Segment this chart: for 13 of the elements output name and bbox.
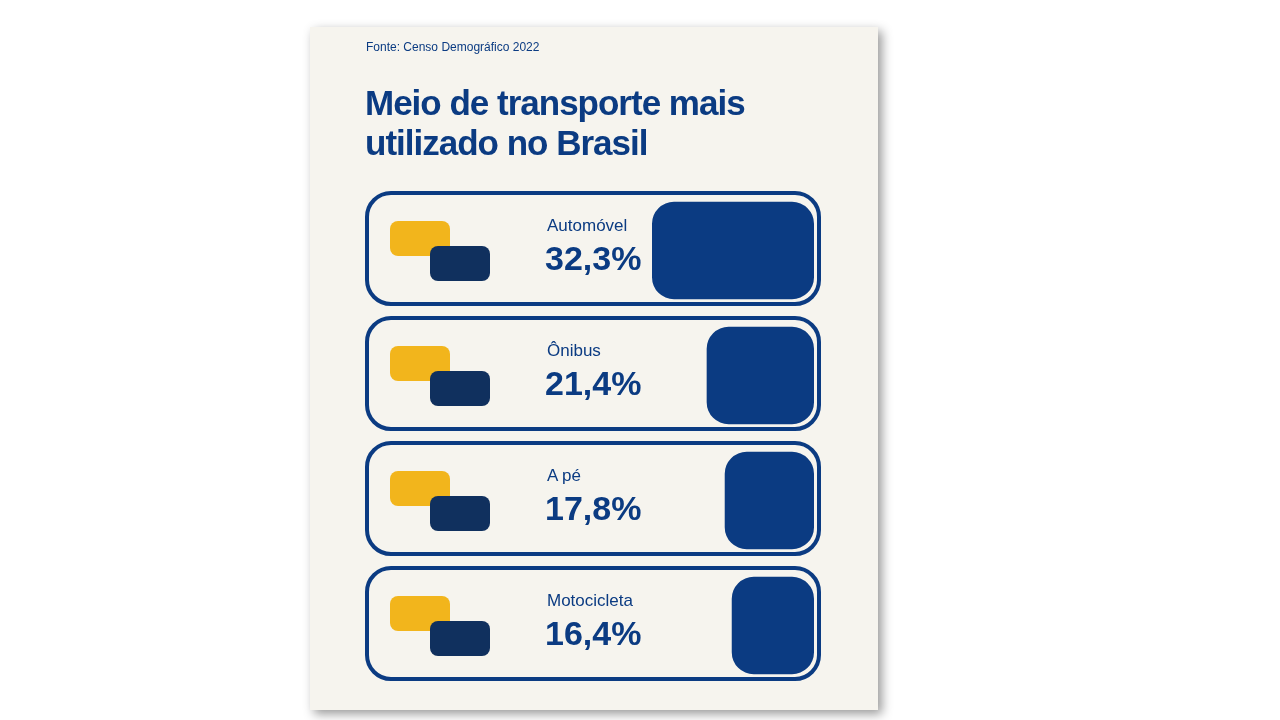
- data-label: 16,4%: [545, 613, 642, 652]
- y-tick-label: Automóvel: [547, 216, 628, 236]
- data-label: 17,8%: [545, 488, 642, 527]
- chart-title: Meio de transporte mais utilizado no Brasil: [365, 83, 746, 163]
- bar: [706, 326, 814, 425]
- y-tick-label: Motocicleta: [547, 591, 634, 611]
- bar: [731, 576, 814, 675]
- data-label: 32,3%: [545, 238, 642, 277]
- bar: [724, 451, 814, 550]
- source-note: Fonte: Censo Demográfico 2022: [366, 40, 540, 54]
- data-label: 21,4%: [545, 363, 642, 402]
- y-tick-label: Ônibus: [547, 341, 601, 361]
- y-tick-label: A pé: [547, 466, 582, 486]
